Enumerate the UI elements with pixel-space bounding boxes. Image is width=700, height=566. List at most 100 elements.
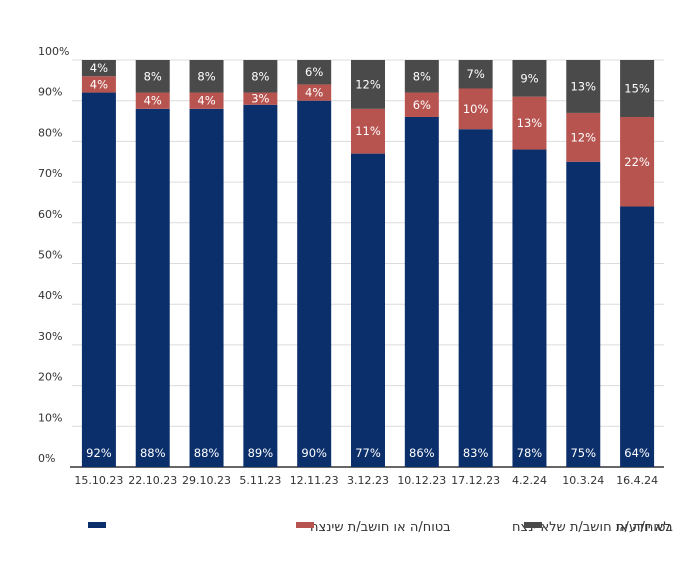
bar-segment [404,92,439,117]
bar-segment [620,116,655,207]
data-label: 6% [413,98,431,112]
data-label: 77% [355,446,381,460]
bar-segment [243,60,278,93]
bar-segment [404,60,439,93]
data-label: 13% [517,116,543,130]
value-labels: 92% 4% 4% 88% 4% 8% 88% 4% 8% 89% 3% 8% 90% 4% 6% 77% 11… [86,61,650,460]
x-tick-label: 17.12.23 [451,474,500,487]
data-label: 8% [413,69,431,83]
bar-segment [189,108,224,467]
bar-segment [81,76,116,93]
bar-segment [351,153,385,468]
bar-segment [458,129,493,467]
data-label: 78% [517,446,543,460]
bar-segment [620,60,655,117]
y-tick-label: 10% [38,411,62,424]
legend-swatch [524,522,542,528]
data-label: 4% [144,94,162,108]
bar-segment [189,60,224,93]
data-label: 12% [355,77,381,91]
data-label: 83% [463,446,489,460]
bar-segment [135,108,170,467]
bar-segment [297,60,332,85]
data-label: 75% [570,446,596,460]
bar-segment [189,92,224,109]
y-tick-label: 50% [38,249,62,262]
data-label: 4% [197,94,215,108]
x-tick-label: 29.10.23 [182,474,231,487]
data-label: 64% [624,446,650,460]
x-axis: 15.10.23 22.10.23 29.10.23 5.11.23 12.11.23 3… [74,474,658,487]
data-label: 10% [463,102,489,116]
data-label: 22% [624,155,650,169]
legend-item: לא יודע/ת [524,520,671,535]
x-tick-label: 15.10.23 [74,474,123,487]
bar-segment [566,112,601,162]
legend-swatch [88,522,106,528]
bar-segment [297,100,332,467]
bar-segment [135,60,170,93]
data-label: 90% [301,446,327,460]
data-label: 11% [355,124,381,138]
bar-segment [458,60,493,89]
legend-label: בטוח/ה או חושב/ת שלא ינצח [512,520,673,535]
x-tick-label: 4.2.24 [512,474,547,487]
data-label: 4% [90,61,108,75]
legend-label: לא יודע/ת [616,520,671,535]
bar-segment [458,88,493,130]
legend: בטוח/ה או חושב/ת שינצח בטוח/ה או חושב/ת ש… [88,520,673,535]
y-tick-label: 100% [38,45,69,58]
x-tick-label: 22.10.23 [128,474,177,487]
bar-segment [297,84,332,101]
bar-segment [351,60,385,109]
bar-segment [135,92,170,109]
legend-label: בטוח/ה או חושב/ת שינצח [310,520,451,535]
y-tick-label: 40% [38,289,62,302]
x-tick-label: 5.11.23 [239,474,281,487]
data-label: 88% [140,446,166,460]
data-label: 13% [570,79,596,93]
data-label: 9% [520,71,538,85]
x-tick-label: 10.3.24 [562,474,604,487]
y-tick-label: 90% [38,86,62,99]
data-label: 7% [467,67,485,81]
x-tick-label: 3.12.23 [347,474,389,487]
data-label: 8% [144,69,162,83]
bar-segment [81,60,116,77]
y-tick-label: 30% [38,330,62,343]
bar-segment [351,108,385,154]
bar-segment [566,60,601,113]
bar-segment [620,206,655,467]
data-label: 8% [197,69,215,83]
legend-item: בטוח/ה או חושב/ת שלא ינצח [296,520,673,535]
data-label: 3% [251,92,269,106]
data-label: 92% [86,446,112,460]
bar-segment [512,96,547,150]
x-tick-label: 12.11.23 [290,474,339,487]
data-label: 6% [305,65,323,79]
data-label: 4% [90,77,108,91]
bar-segment [512,149,547,468]
y-tick-label: 70% [38,167,62,180]
x-tick-label: 16.4.24 [616,474,658,487]
bar-segment [243,92,278,105]
data-label: 88% [194,446,220,460]
data-label: 4% [305,86,323,100]
legend-swatch [296,522,314,528]
bar-segment [404,116,439,467]
bar-segment [512,60,547,97]
y-tick-label: 0% [38,452,55,465]
data-label: 15% [624,81,650,95]
legend-item: בטוח/ה או חושב/ת שינצח [88,520,451,535]
data-label: 8% [251,69,269,83]
y-tick-label: 60% [38,208,62,221]
data-label: 89% [248,446,274,460]
bars [81,60,655,468]
data-label: 12% [570,130,596,144]
x-tick-label: 10.12.23 [397,474,446,487]
bar-segment [566,161,601,467]
data-label: 86% [409,446,435,460]
bar-segment [243,104,278,468]
